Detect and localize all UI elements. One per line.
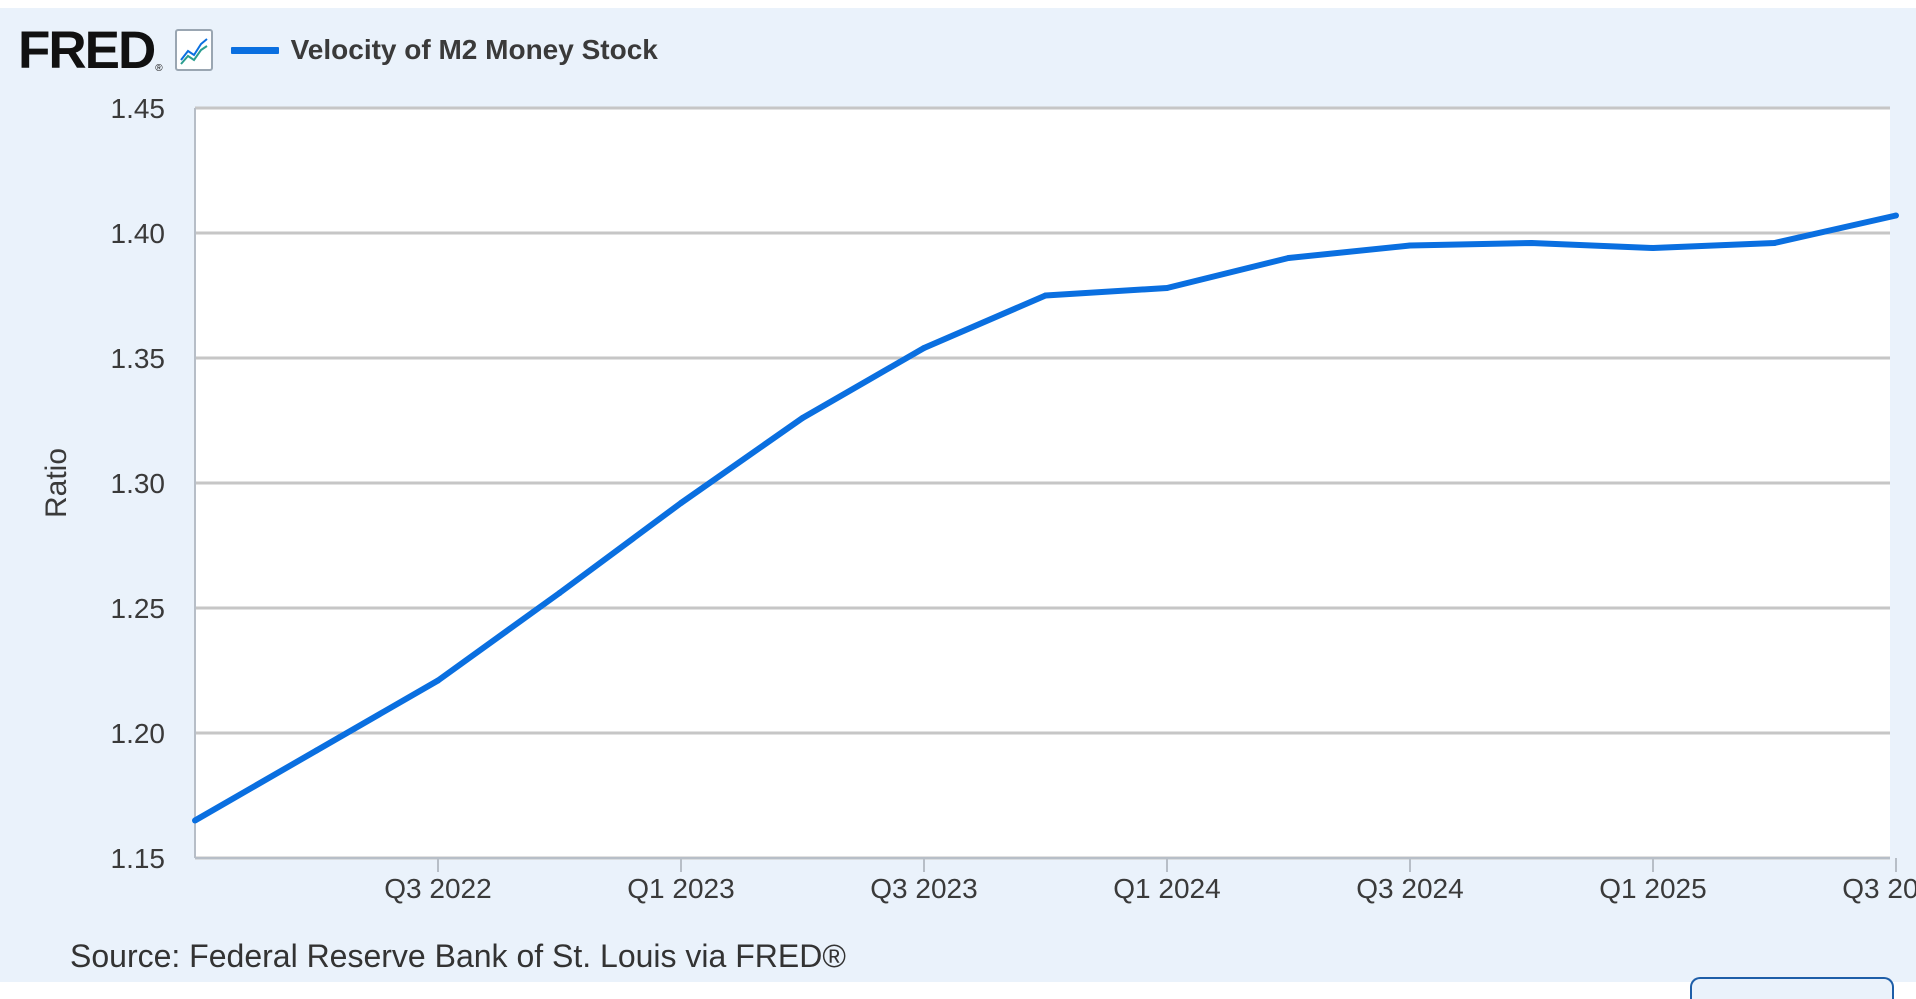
fred-logo-registered-mark: ® [155, 63, 163, 74]
data-point[interactable] [556, 590, 563, 596]
x-tick-label: Q3 2024 [1356, 873, 1463, 904]
data-point[interactable] [921, 345, 927, 351]
y-tick-label: 1.20 [111, 718, 166, 749]
data-point[interactable] [1407, 242, 1413, 249]
x-tick-label: Q3 2025 [1842, 873, 1916, 904]
data-point[interactable] [1042, 292, 1049, 299]
y-tick-label: 1.40 [111, 218, 166, 249]
legend-label: Velocity of M2 Money Stock [290, 34, 658, 65]
y-tick-label: 1.45 [111, 93, 166, 124]
data-point[interactable] [192, 817, 198, 824]
x-tick-label: Q1 2024 [1113, 873, 1220, 904]
chart-header: FRED ® Velocity of M2 Money Stock [18, 22, 658, 78]
edit-graph-tab[interactable] [1690, 977, 1894, 999]
data-point[interactable] [678, 500, 684, 506]
source-note: Source: Federal Reserve Bank of St. Loui… [70, 938, 846, 974]
data-point[interactable] [313, 747, 320, 754]
data-point[interactable] [435, 677, 441, 684]
y-tick-label: 1.30 [111, 468, 166, 499]
x-tick-label: Q1 2023 [627, 873, 734, 904]
line-chart-icon[interactable] [174, 29, 213, 71]
y-axis-title: Ratio [40, 448, 73, 518]
data-point[interactable] [1285, 255, 1292, 261]
y-tick-label: 1.25 [111, 593, 166, 624]
series-group [192, 212, 1899, 824]
x-tick-label: Q3 2022 [384, 873, 491, 904]
x-tick-label: Q1 2025 [1599, 873, 1706, 904]
x-tick-label: Q3 2023 [870, 873, 977, 904]
y-tick-label: 1.15 [111, 843, 166, 874]
fred-logo[interactable]: FRED [18, 20, 156, 80]
data-point[interactable] [1650, 245, 1656, 251]
data-point[interactable] [799, 415, 806, 421]
y-axis: 1.15 1.20 1.25 1.30 1.35 1.40 1.45 [111, 93, 1890, 874]
data-point[interactable] [1771, 240, 1778, 246]
data-point[interactable] [1164, 285, 1170, 291]
x-axis: Q3 2022 Q1 2023 Q3 2023 Q1 2024 Q3 2024 Q1 20… [384, 858, 1916, 904]
y-tick-label: 1.35 [111, 343, 166, 374]
data-point[interactable] [1528, 240, 1535, 246]
data-point[interactable] [1893, 212, 1899, 219]
legend-swatch [230, 46, 279, 54]
